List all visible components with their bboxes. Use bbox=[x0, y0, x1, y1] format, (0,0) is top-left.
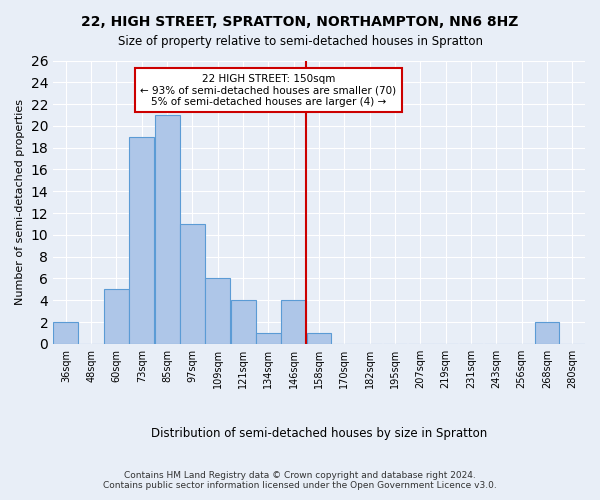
X-axis label: Distribution of semi-detached houses by size in Spratton: Distribution of semi-detached houses by … bbox=[151, 427, 487, 440]
Bar bbox=[104, 290, 129, 344]
Bar bbox=[307, 333, 331, 344]
Bar bbox=[281, 300, 306, 344]
Y-axis label: Number of semi-detached properties: Number of semi-detached properties bbox=[15, 99, 25, 305]
Text: 22, HIGH STREET, SPRATTON, NORTHAMPTON, NN6 8HZ: 22, HIGH STREET, SPRATTON, NORTHAMPTON, … bbox=[82, 15, 518, 29]
Text: Contains HM Land Registry data © Crown copyright and database right 2024.
Contai: Contains HM Land Registry data © Crown c… bbox=[103, 470, 497, 490]
Bar bbox=[535, 322, 559, 344]
Bar bbox=[155, 115, 179, 344]
Bar bbox=[256, 333, 281, 344]
Bar bbox=[205, 278, 230, 344]
Bar bbox=[180, 224, 205, 344]
Bar bbox=[230, 300, 256, 344]
Text: 22 HIGH STREET: 150sqm
← 93% of semi-detached houses are smaller (70)
5% of semi: 22 HIGH STREET: 150sqm ← 93% of semi-det… bbox=[140, 74, 397, 107]
Bar bbox=[53, 322, 78, 344]
Bar bbox=[130, 137, 154, 344]
Text: Size of property relative to semi-detached houses in Spratton: Size of property relative to semi-detach… bbox=[118, 35, 482, 48]
